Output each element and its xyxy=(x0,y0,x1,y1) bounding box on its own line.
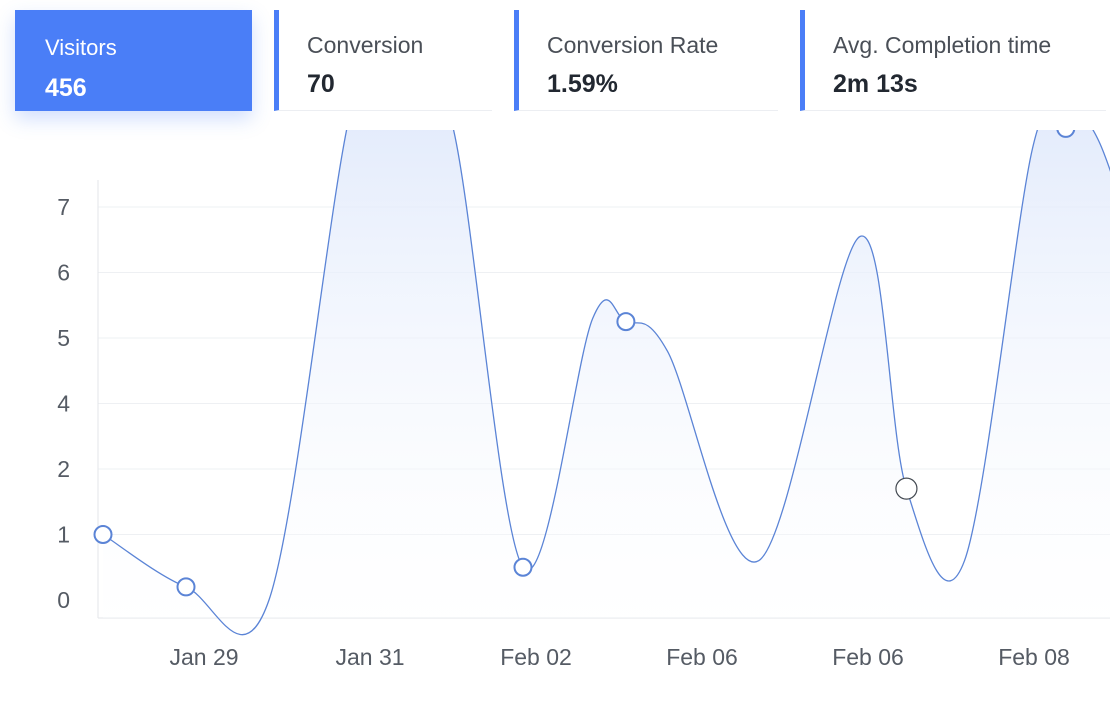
data-point-marker[interactable] xyxy=(895,477,918,500)
x-tick-label: Feb 06 xyxy=(666,644,738,670)
stats-row: Visitors 456 Conversion 70 Conversion Ra… xyxy=(0,0,1110,130)
x-tick-label: Feb 08 xyxy=(998,644,1070,670)
completion-time-label: Avg. Completion time xyxy=(833,32,1052,58)
data-point-marker[interactable] xyxy=(176,577,196,597)
completion-time-value: 2m 13s xyxy=(833,70,918,98)
conversion-rate-value: 1.59% xyxy=(547,70,618,98)
visitors-card[interactable]: Visitors 456 xyxy=(15,10,252,111)
y-tick-label: 2 xyxy=(57,456,70,482)
completion-time-card[interactable]: Avg. Completion time 2m 13s xyxy=(800,10,1106,111)
visitors-chart: 0 1 2 4 5 6 7 Jan 29 Jan 31 Feb 02 Feb 06 Feb 06 Fe… xyxy=(57,130,1110,670)
conversion-rate-label: Conversion Rate xyxy=(547,32,719,58)
y-tick-label: 6 xyxy=(57,260,70,286)
series-line xyxy=(102,130,1110,636)
data-point-marker[interactable] xyxy=(616,312,636,332)
y-tick-label: 5 xyxy=(57,325,70,351)
data-point-marker[interactable] xyxy=(1056,130,1076,138)
x-tick-label: Jan 29 xyxy=(169,644,238,670)
x-axis-ticks: Jan 29 Jan 31 Feb 02 Feb 06 Feb 06 Feb 08 xyxy=(169,644,1069,670)
x-tick-label: Feb 06 xyxy=(832,644,904,670)
y-tick-label: 1 xyxy=(57,522,70,548)
y-tick-label: 0 xyxy=(57,587,70,613)
conversion-card[interactable]: Conversion 70 xyxy=(274,10,492,111)
data-point-marker[interactable] xyxy=(513,557,533,577)
conversion-label: Conversion xyxy=(307,32,424,58)
y-tick-label: 7 xyxy=(57,194,70,220)
area-fill xyxy=(103,130,1110,635)
conversion-rate-card[interactable]: Conversion Rate 1.59% xyxy=(514,10,778,111)
y-axis-ticks: 0 1 2 4 5 6 7 xyxy=(57,194,70,613)
area-layer xyxy=(102,130,1110,636)
conversion-value: 70 xyxy=(307,70,335,98)
y-tick-label: 4 xyxy=(57,391,70,417)
visitors-label: Visitors xyxy=(45,35,117,60)
visitors-value: 456 xyxy=(45,74,87,102)
x-tick-label: Jan 31 xyxy=(335,644,404,670)
data-point-marker[interactable] xyxy=(93,525,113,544)
x-tick-label: Feb 02 xyxy=(500,644,572,670)
marker-layer xyxy=(93,130,1076,597)
